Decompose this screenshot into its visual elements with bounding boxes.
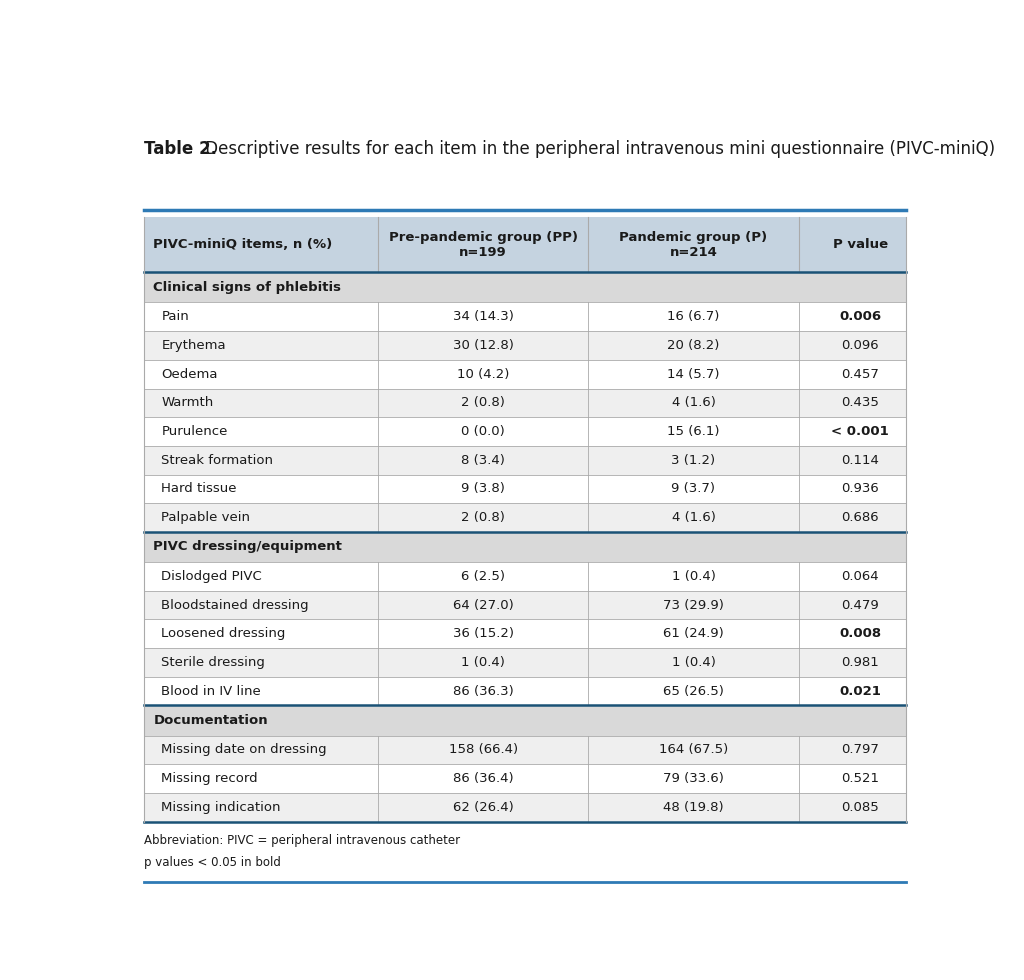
Bar [143,388,906,417]
Text: 30 (12.8): 30 (12.8) [453,339,514,352]
Text: Missing record: Missing record [162,772,258,785]
Text: < 0.001: < 0.001 [831,425,889,438]
Bar [143,474,906,503]
Text: 0.936: 0.936 [842,482,879,495]
Text: Hard tissue: Hard tissue [162,482,237,495]
Text: Erythema: Erythema [162,339,226,352]
Text: Palpable vein: Palpable vein [162,511,250,524]
Bar [143,648,906,677]
Text: Table 2.: Table 2. [143,140,217,158]
Bar [143,619,906,648]
Text: PIVC-miniQ items, n (%): PIVC-miniQ items, n (%) [154,238,333,251]
Text: 34 (14.3): 34 (14.3) [453,311,514,323]
Text: 15 (6.1): 15 (6.1) [668,425,720,438]
Text: PIVC dressing/equipment: PIVC dressing/equipment [154,540,342,554]
Text: 0.096: 0.096 [842,339,879,352]
Text: 20 (8.2): 20 (8.2) [668,339,720,352]
Bar [143,272,906,303]
Text: 8 (3.4): 8 (3.4) [461,454,505,466]
Text: Documentation: Documentation [154,714,268,727]
Bar [143,736,906,764]
Text: 36 (15.2): 36 (15.2) [453,627,514,640]
Text: 0.008: 0.008 [839,627,882,640]
Bar [143,563,906,591]
Text: Pre-pandemic group (PP)
n=199: Pre-pandemic group (PP) n=199 [389,230,578,259]
Text: 6 (2.5): 6 (2.5) [461,570,505,583]
Text: 9 (3.8): 9 (3.8) [461,482,505,495]
Text: 2 (0.8): 2 (0.8) [461,396,505,410]
Text: Warmth: Warmth [162,396,214,410]
Text: Descriptive results for each item in the peripheral intravenous mini questionnai: Descriptive results for each item in the… [201,140,995,158]
Text: 0.981: 0.981 [842,656,879,669]
Bar [143,677,906,706]
Text: 64 (27.0): 64 (27.0) [453,599,513,612]
Text: 61 (24.9): 61 (24.9) [664,627,724,640]
Bar [143,446,906,474]
Text: Missing indication: Missing indication [162,801,281,813]
Text: 79 (33.6): 79 (33.6) [663,772,724,785]
Text: Clinical signs of phlebitis: Clinical signs of phlebitis [154,281,341,294]
Text: Streak formation: Streak formation [162,454,273,466]
Bar [143,218,906,272]
Text: 14 (5.7): 14 (5.7) [668,368,720,380]
Text: 2 (0.8): 2 (0.8) [461,511,505,524]
Text: 62 (26.4): 62 (26.4) [453,801,513,813]
Text: Loosened dressing: Loosened dressing [162,627,286,640]
Text: 158 (66.4): 158 (66.4) [449,744,518,757]
Bar [143,591,906,619]
Text: 0 (0.0): 0 (0.0) [461,425,505,438]
Text: 0.085: 0.085 [842,801,879,813]
Text: 9 (3.7): 9 (3.7) [672,482,716,495]
Bar [143,503,906,532]
Text: Oedema: Oedema [162,368,218,380]
Text: 86 (36.4): 86 (36.4) [453,772,513,785]
Text: 0.686: 0.686 [842,511,879,524]
Text: 4 (1.6): 4 (1.6) [672,396,716,410]
Text: 0.457: 0.457 [841,368,879,380]
Text: Blood in IV line: Blood in IV line [162,685,261,698]
Text: 0.006: 0.006 [839,311,882,323]
Bar [143,706,906,736]
Text: 1 (0.4): 1 (0.4) [672,656,716,669]
Text: Sterile dressing: Sterile dressing [162,656,265,669]
Text: 48 (19.8): 48 (19.8) [664,801,724,813]
Text: 1 (0.4): 1 (0.4) [672,570,716,583]
Text: 0.114: 0.114 [841,454,879,466]
Bar [143,532,906,563]
Text: Missing date on dressing: Missing date on dressing [162,744,327,757]
Text: Dislodged PIVC: Dislodged PIVC [162,570,262,583]
Text: 16 (6.7): 16 (6.7) [668,311,720,323]
Text: 1 (0.4): 1 (0.4) [461,656,505,669]
Text: 65 (26.5): 65 (26.5) [663,685,724,698]
Text: Purulence: Purulence [162,425,227,438]
Text: Pain: Pain [162,311,189,323]
Text: P value: P value [833,238,888,251]
Text: 0.021: 0.021 [839,685,881,698]
Bar [143,303,906,331]
Text: 73 (29.9): 73 (29.9) [663,599,724,612]
Text: 3 (1.2): 3 (1.2) [672,454,716,466]
Bar [143,331,906,360]
Text: 10 (4.2): 10 (4.2) [457,368,509,380]
Bar [143,764,906,793]
Text: Pandemic group (P)
n=214: Pandemic group (P) n=214 [620,230,768,259]
Text: 0.479: 0.479 [842,599,879,612]
Bar [143,360,906,388]
Text: Bloodstained dressing: Bloodstained dressing [162,599,309,612]
Text: 0.435: 0.435 [841,396,879,410]
Text: 86 (36.3): 86 (36.3) [453,685,513,698]
Text: Abbreviation: PIVC = peripheral intravenous catheter: Abbreviation: PIVC = peripheral intraven… [143,834,460,847]
Text: 0.064: 0.064 [842,570,879,583]
Text: p values < 0.05 in bold: p values < 0.05 in bold [143,857,281,869]
Text: 164 (67.5): 164 (67.5) [658,744,728,757]
Text: 4 (1.6): 4 (1.6) [672,511,716,524]
Text: 0.521: 0.521 [841,772,879,785]
Text: 0.797: 0.797 [841,744,879,757]
Bar [143,417,906,446]
Bar [143,793,906,821]
